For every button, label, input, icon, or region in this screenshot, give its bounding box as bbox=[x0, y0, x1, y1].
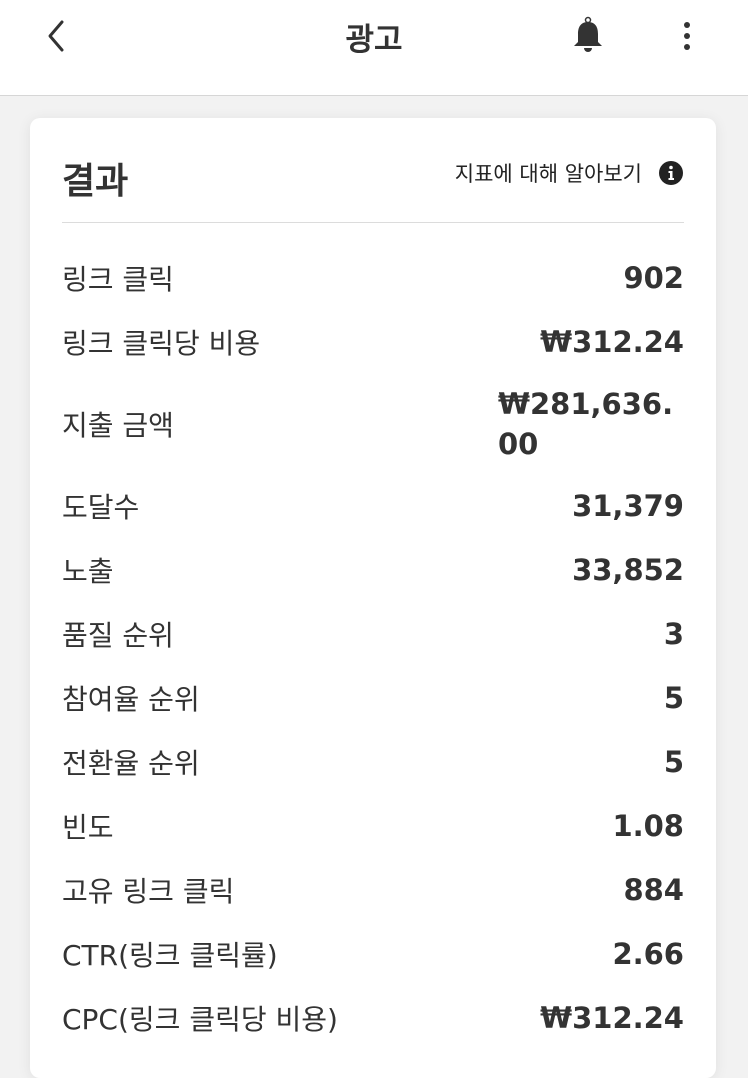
chevron-left-icon[interactable] bbox=[40, 14, 76, 58]
metric-value: 33,852 bbox=[572, 553, 684, 587]
metric-value: 1.08 bbox=[612, 809, 684, 843]
bell-icon[interactable] bbox=[570, 16, 606, 54]
metric-label: CPC(링크 클릭당 비용) bbox=[62, 1003, 338, 1036]
metric-value: ₩312.24 bbox=[540, 325, 684, 359]
metric-value: 3 bbox=[663, 617, 684, 651]
metric-row: 링크 클릭 902 bbox=[62, 246, 684, 310]
metric-label: CTR(링크 클릭률) bbox=[62, 939, 278, 972]
info-icon bbox=[659, 161, 683, 185]
metric-row: 고유 링크 클릭 884 bbox=[62, 858, 684, 922]
metric-label: 링크 클릭 bbox=[62, 263, 174, 296]
learn-about-metrics-link[interactable]: 지표에 대해 알아보기 bbox=[455, 158, 684, 188]
metric-row: 빈도 1.08 bbox=[62, 794, 684, 858]
metric-value: 5 bbox=[663, 745, 684, 779]
metric-row: CTR(링크 클릭률) 2.66 bbox=[62, 922, 684, 986]
card-header: 결과 지표에 대해 알아보기 bbox=[62, 118, 684, 223]
metric-row: 링크 클릭당 비용 ₩312.24 bbox=[62, 310, 684, 374]
metric-row: 노출 33,852 bbox=[62, 538, 684, 602]
metric-row: 지출 금액 ₩281,636.00 bbox=[62, 374, 684, 474]
metric-label: 품질 순위 bbox=[62, 619, 174, 652]
metric-label: 참여율 순위 bbox=[62, 683, 200, 716]
metric-row: 품질 순위 3 bbox=[62, 602, 684, 666]
metric-value: 902 bbox=[623, 261, 684, 295]
metric-label: 노출 bbox=[62, 555, 114, 588]
card-title: 결과 bbox=[62, 161, 129, 202]
metric-row: CPC(링크 클릭당 비용) ₩312.24 bbox=[62, 986, 684, 1050]
metric-value: ₩312.24 bbox=[540, 1001, 684, 1035]
metric-value: 31,379 bbox=[572, 489, 684, 523]
metric-value: 5 bbox=[663, 681, 684, 715]
metric-label: 링크 클릭당 비용 bbox=[62, 327, 261, 360]
metric-label: 지출 금액 bbox=[62, 409, 174, 442]
metric-label: 빈도 bbox=[62, 811, 114, 844]
metric-value: ₩281,636.00 bbox=[498, 387, 674, 461]
metric-row: 참여율 순위 5 bbox=[62, 666, 684, 730]
top-bar: 광고 bbox=[0, 0, 748, 96]
learn-link-label: 지표에 대해 알아보기 bbox=[454, 162, 642, 186]
metric-label: 도달수 bbox=[62, 491, 140, 524]
metric-row: 도달수 31,379 bbox=[62, 474, 684, 538]
metric-label: 고유 링크 클릭 bbox=[62, 875, 235, 908]
metric-value: 2.66 bbox=[612, 937, 684, 971]
metric-row: 전환율 순위 5 bbox=[62, 730, 684, 794]
metric-label: 전환율 순위 bbox=[62, 747, 200, 780]
results-card: 결과 지표에 대해 알아보기 링크 클릭 902 링크 클릭당 비용 ₩312.24… bbox=[30, 118, 716, 1078]
metric-value: 884 bbox=[623, 873, 684, 907]
more-vertical-icon[interactable] bbox=[672, 18, 702, 54]
page-title: 광고 bbox=[345, 22, 403, 58]
metrics-list: 링크 클릭 902 링크 클릭당 비용 ₩312.24 지출 금액 ₩281,636.… bbox=[62, 246, 684, 1050]
